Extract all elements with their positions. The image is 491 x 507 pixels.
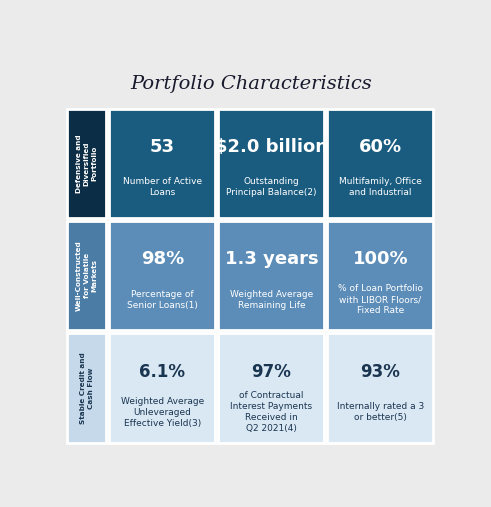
FancyBboxPatch shape bbox=[67, 334, 107, 443]
FancyBboxPatch shape bbox=[218, 108, 325, 218]
Text: Defensive and
Diversified
Portfolio: Defensive and Diversified Portfolio bbox=[76, 134, 98, 193]
FancyBboxPatch shape bbox=[109, 108, 216, 218]
Text: 93%: 93% bbox=[360, 363, 400, 381]
FancyBboxPatch shape bbox=[327, 221, 434, 331]
Text: 97%: 97% bbox=[251, 363, 291, 381]
Text: Outstanding
Principal Balance(2): Outstanding Principal Balance(2) bbox=[226, 177, 317, 197]
Text: Weighted Average
Remaining Life: Weighted Average Remaining Life bbox=[230, 289, 313, 310]
Text: 53: 53 bbox=[150, 138, 175, 156]
Text: 100%: 100% bbox=[353, 250, 408, 268]
Text: Weighted Average
Unleveraged
Effective Yield(3): Weighted Average Unleveraged Effective Y… bbox=[121, 396, 204, 428]
Text: Portfolio Characteristics: Portfolio Characteristics bbox=[131, 75, 373, 93]
Text: 98%: 98% bbox=[141, 250, 184, 268]
FancyBboxPatch shape bbox=[109, 221, 216, 331]
Text: 60%: 60% bbox=[359, 138, 402, 156]
FancyBboxPatch shape bbox=[67, 221, 107, 331]
Text: % of Loan Portfolio
with LIBOR Floors/
Fixed Rate: % of Loan Portfolio with LIBOR Floors/ F… bbox=[338, 284, 423, 315]
Text: 6.1%: 6.1% bbox=[139, 363, 186, 381]
Text: Stable Credit and
Cash Flow: Stable Credit and Cash Flow bbox=[80, 352, 94, 424]
FancyBboxPatch shape bbox=[327, 334, 434, 443]
Text: Number of Active
Loans: Number of Active Loans bbox=[123, 177, 202, 197]
Text: Well-Constructed
for Volatile
Markets: Well-Constructed for Volatile Markets bbox=[76, 240, 98, 311]
FancyBboxPatch shape bbox=[109, 334, 216, 443]
Text: of Contractual
Interest Payments
Received in
Q2 2021(4): of Contractual Interest Payments Receive… bbox=[230, 391, 312, 433]
FancyBboxPatch shape bbox=[67, 108, 107, 218]
FancyBboxPatch shape bbox=[327, 108, 434, 218]
Text: Internally rated a 3
or better(5): Internally rated a 3 or better(5) bbox=[337, 402, 424, 422]
Text: 1.3 years: 1.3 years bbox=[224, 250, 318, 268]
Text: Multifamily, Office
and Industrial: Multifamily, Office and Industrial bbox=[339, 177, 422, 197]
FancyBboxPatch shape bbox=[218, 334, 325, 443]
Text: Percentage of
Senior Loans(1): Percentage of Senior Loans(1) bbox=[127, 289, 198, 310]
FancyBboxPatch shape bbox=[218, 221, 325, 331]
Text: $2.0 billion: $2.0 billion bbox=[215, 138, 328, 156]
